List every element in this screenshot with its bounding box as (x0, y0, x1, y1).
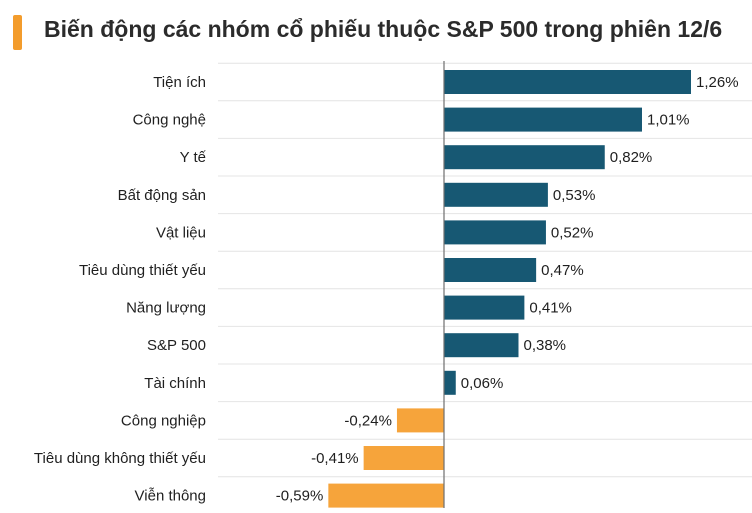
category-label: Tiêu dùng không thiết yếu (34, 450, 206, 467)
data-label: 0,53% (553, 187, 596, 204)
category-label: Tiêu dùng thiết yếu (79, 262, 206, 279)
data-label: -0,59% (276, 488, 324, 505)
bar (363, 446, 444, 470)
category-label: Viễn thông (135, 488, 206, 505)
bar (444, 220, 546, 245)
bar (444, 145, 605, 170)
category-label: Công nghiệp (121, 412, 206, 429)
category-label: Tiện ích (153, 74, 206, 91)
bar (444, 295, 525, 320)
data-label: 0,38% (523, 337, 566, 354)
bar (444, 70, 691, 94)
bar (444, 370, 456, 395)
data-label: 0,52% (551, 224, 594, 241)
bar (396, 408, 444, 433)
data-label: 0,47% (541, 262, 584, 279)
category-label: Tài chính (144, 375, 206, 392)
title-accent-bar (13, 15, 22, 50)
bar (328, 483, 444, 508)
category-label: Công nghệ (133, 112, 206, 129)
bar (444, 182, 548, 207)
category-label: Bất động sản (118, 187, 206, 204)
category-label: Y tế (180, 149, 207, 166)
category-label: S&P 500 (147, 337, 206, 354)
bar (444, 333, 519, 358)
bar (444, 258, 537, 282)
data-label: -0,41% (311, 450, 359, 467)
data-label: 0,06% (461, 375, 504, 392)
data-label: 0,82% (610, 149, 653, 166)
data-label: -0,24% (344, 412, 392, 429)
chart-title: Biến động các nhóm cổ phiếu thuộc S&P 50… (44, 16, 723, 42)
data-label: 1,26% (696, 74, 739, 91)
bar (444, 107, 642, 132)
category-label: Vật liệu (156, 224, 206, 241)
data-label: 0,41% (529, 300, 572, 317)
category-label: Năng lượng (126, 300, 206, 317)
bar-chart: Tiện ích 1,26% Công nghệ 1,01% Y tế 0,82% Bất … (34, 61, 752, 508)
chart-header: Biến động các nhóm cổ phiếu thuộc S&P 50… (0, 0, 752, 56)
data-label: 1,01% (647, 112, 690, 129)
